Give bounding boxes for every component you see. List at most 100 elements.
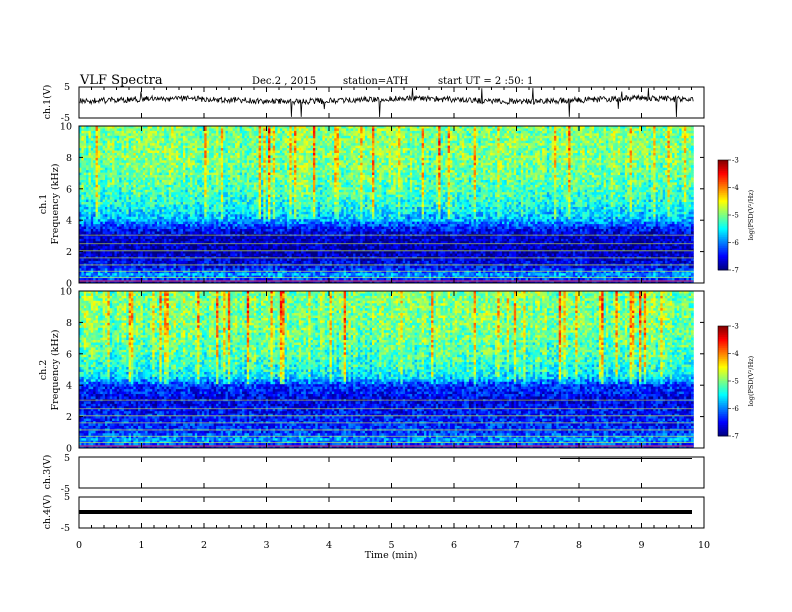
ch1-spec-cell [405,128,408,131]
ch1-spec-cell [318,136,321,139]
ch1-spec-cell [339,131,342,134]
ch1-spec-cell [282,148,285,151]
ch1-spec-cell [226,138,229,141]
ch1-spec-cell [185,138,188,141]
ch1-spec-cell [462,133,465,136]
ch1-spec-cell [363,146,366,149]
ch1-spec-cell [516,133,519,136]
ch1-spec-cell [533,143,536,146]
ch1-spec-cell [596,148,599,151]
ch1-spec-cell [259,146,262,149]
ch1-spec-cell [249,128,252,131]
ch1-spec-cell [622,141,625,144]
ch1-spec-cell [110,133,113,136]
ch1-spec-cell [566,146,569,149]
ch1-spec-cell [422,128,425,131]
ch1-spec-cell [509,138,512,141]
ch1-spec-cell [554,131,557,134]
ch1-spec-cell [405,131,408,134]
ch1-spec-cell [599,146,602,149]
ch1-spec-cell [138,131,141,134]
ch1-spec-cell [96,141,99,144]
ch1-spec-cell [140,138,143,141]
ch1-spec-cell [424,138,427,141]
ch1-spec-cell [344,133,347,136]
ch1-spec-cell [166,131,169,134]
ch1-spec-cell [535,131,538,134]
ch1-spec-cell [665,128,668,131]
ch1-spec-cell [587,138,590,141]
ch1-spec-cell [426,143,429,146]
ch1-spec-cell [88,133,91,136]
ch1-spec-cell [282,146,285,149]
ch1-spec-cell [530,133,533,136]
ch1-spec-cell [689,146,692,149]
ch1-spec-cell [613,143,616,146]
ch1-spec-cell [256,141,259,144]
ch1-spec-cell [537,128,540,131]
ch1-spec-cell [247,133,250,136]
ch1-spec-cell [122,138,125,141]
ch1-spec-cell [247,128,250,131]
ch1-spec-cell [511,146,514,149]
ch1-spec-cell [495,128,498,131]
ch1-spec-cell [218,146,221,149]
ch1-spec-cell [526,131,529,134]
ch1-spec-cell [268,146,271,149]
ch1-spec-cell [467,148,470,151]
ch1-spec-cell [568,143,571,146]
ch1-spec-cell [332,128,335,131]
ch1-spec-cell [377,138,380,141]
ch1-spec-cell [613,128,616,131]
ch1-spec-cell [209,136,212,139]
ch1-spec-cell [169,143,172,146]
ch1-spec-cell [455,131,458,134]
ch1-spec-cell [587,136,590,139]
ch1-spec-cell [348,133,351,136]
ch1-spec-cell [181,136,184,139]
ch1-spec-cell [308,141,311,144]
ch1-spec-cell [459,141,462,144]
ch1-spec-cell [280,148,283,151]
ch1-spec-cell [223,146,226,149]
ch1-spec-cell [620,138,623,141]
ch1-spec-cell [528,133,531,136]
ch1-spec-cell [549,148,552,151]
ch1-spec-cell [658,146,661,149]
ch1-spec-cell [230,136,233,139]
ch1-spec-cell [365,146,368,149]
ch1-spec-cell [417,131,420,134]
ch1-spec-cell [511,128,514,131]
ch1-spec-cell [355,141,358,144]
ch1-spec-cell [393,146,396,149]
ch1-spec-cell [105,141,108,144]
ch1-spec-cell [249,146,252,149]
ch1-spec-cell [176,143,179,146]
ch1-spec-cell [159,138,162,141]
ch1-spec-cell [301,136,304,139]
ch1-spec-cell [634,131,637,134]
ch1-spec-cell [509,146,512,149]
ch1-spec-cell [691,146,694,149]
ch1-spec-cell [240,133,243,136]
ch1-spec-cell [318,148,321,151]
ch1-spec-cell [481,138,484,141]
ch1-spec-cell [218,128,221,131]
ch1-spec-cell [582,148,585,151]
ch1-spec-cell [396,136,399,139]
ch1-spec-cell [407,146,410,149]
ch1-spec-cell [443,133,446,136]
ch1-spec-cell [334,133,337,136]
ch1-spec-cell [211,141,214,144]
ch1-spec-cell [138,143,141,146]
ch1-spec-cell [223,133,226,136]
ch1-spec-cell [646,136,649,139]
ch1-spec-cell [277,141,280,144]
ch1-spec-cell [410,143,413,146]
ch1-spec-cell [658,133,661,136]
ch1-spec-cell [292,141,295,144]
ch1-spec-cell [195,141,198,144]
ch1-spec-cell [592,141,595,144]
ch1-spec-cell [639,143,642,146]
ch1-spec-cell [320,136,323,139]
